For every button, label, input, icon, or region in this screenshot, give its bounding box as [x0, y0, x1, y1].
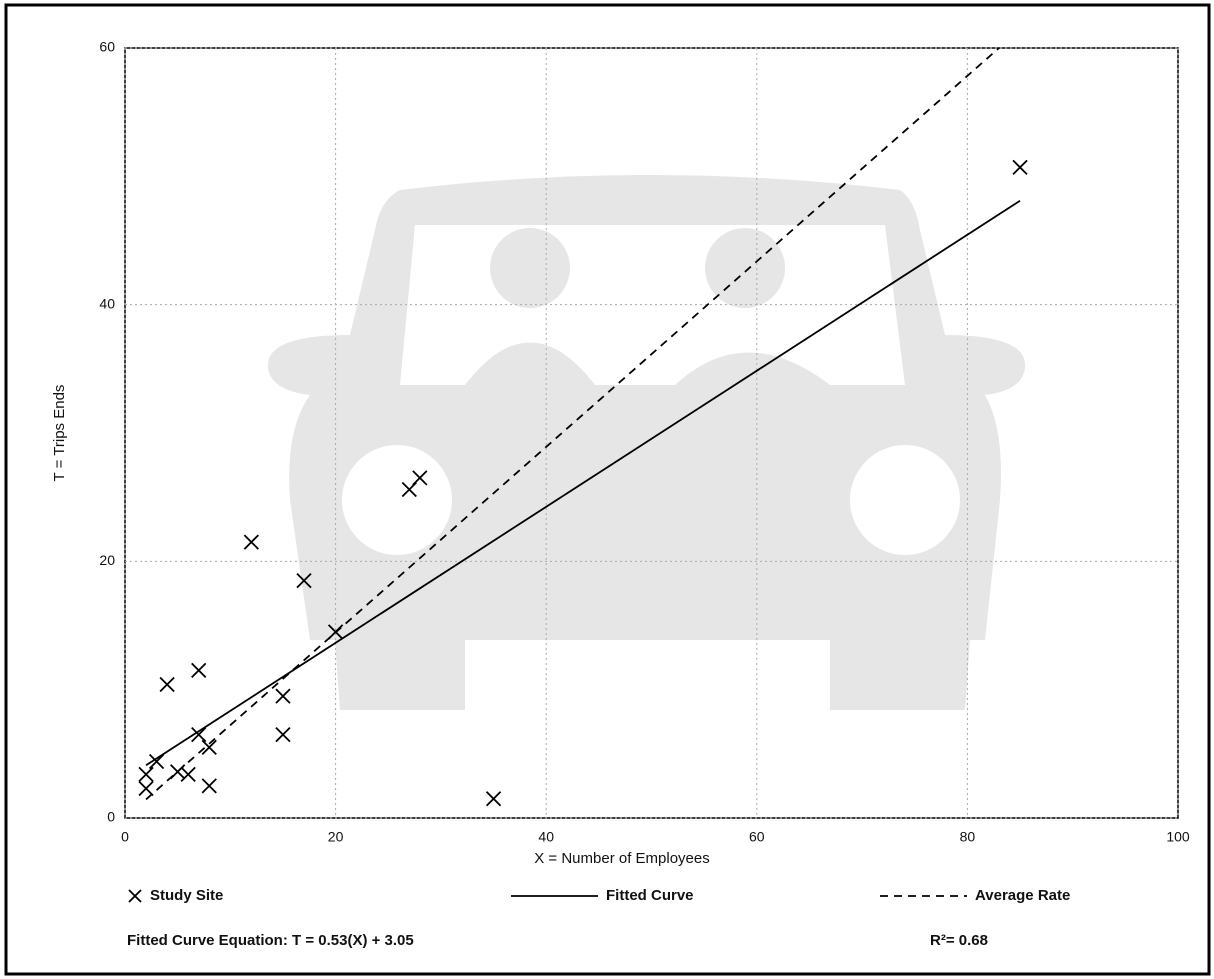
study-site-point: [202, 779, 216, 793]
study-site-point: [160, 678, 174, 692]
study-site-point: [244, 535, 258, 549]
study-site-point: [487, 792, 501, 806]
study-site-point: [276, 728, 290, 742]
y-axis-label: T = Trips Ends: [51, 385, 68, 482]
x-tick-label: 0: [121, 829, 129, 845]
legend-label: Study Site: [150, 887, 223, 904]
page: X = Number of Employees T = Trips Ends F…: [0, 0, 1214, 979]
x-tick-label: 100: [1166, 829, 1190, 845]
study-site-point: [192, 663, 206, 677]
study-site-point: [139, 767, 153, 781]
y-tick-label: 0: [107, 809, 115, 825]
legend-marker: [129, 890, 141, 902]
x-tick-label: 60: [749, 829, 765, 845]
study-site-point: [276, 689, 290, 703]
study-site-point: [181, 767, 195, 781]
x-tick-label: 40: [538, 829, 554, 845]
r-squared: R²= 0.68: [930, 932, 988, 949]
x-axis-label: X = Number of Employees: [534, 850, 710, 867]
y-tick-label: 60: [99, 39, 115, 55]
legend-label: Fitted Curve: [606, 887, 694, 904]
y-tick-label: 20: [99, 552, 115, 568]
equation: Fitted Curve Equation: T = 0.53(X) + 3.0…: [127, 932, 414, 949]
y-tick-label: 40: [99, 295, 115, 311]
chart: X = Number of Employees T = Trips Ends F…: [0, 0, 1214, 979]
study-site-point: [202, 740, 216, 754]
x-tick-label: 20: [328, 829, 344, 845]
study-site-point: [139, 781, 153, 795]
legend-label: Average Rate: [975, 887, 1070, 904]
study-site-point: [1013, 160, 1027, 174]
x-tick-label: 80: [960, 829, 976, 845]
